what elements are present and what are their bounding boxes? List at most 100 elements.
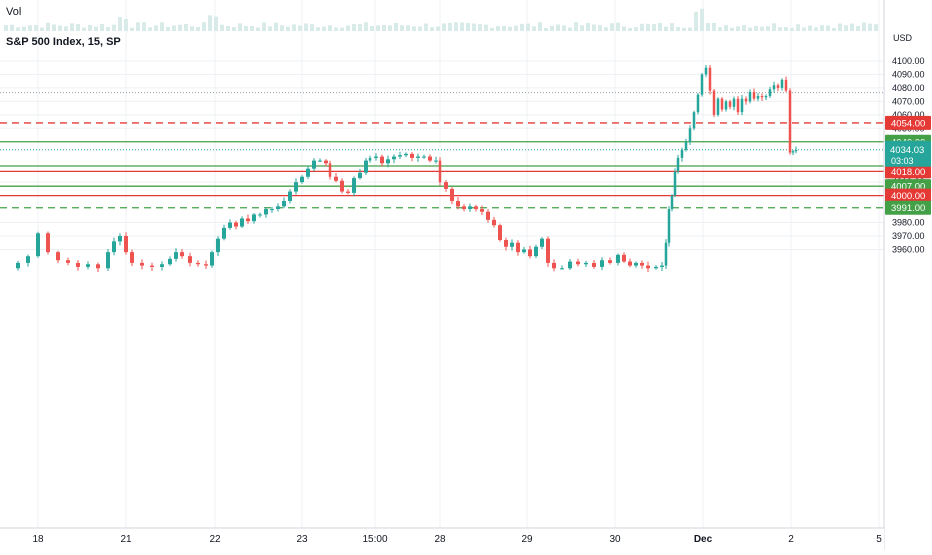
volume-bar [268, 26, 272, 31]
y-tick-label: 3980.00 [892, 218, 925, 228]
candle-body [352, 178, 356, 193]
volume-bar [430, 27, 434, 31]
candle-body [744, 98, 748, 102]
volume-bar [808, 25, 812, 31]
candle-body [592, 262, 596, 267]
candle-body [728, 101, 732, 107]
volume-bar [730, 27, 734, 31]
volume-bar [346, 25, 350, 31]
volume-bar [238, 23, 242, 31]
volume-bar [454, 22, 458, 31]
volume-bar [466, 22, 470, 31]
level-label-bg [885, 115, 931, 130]
volume-bar [448, 22, 452, 31]
candle-body [732, 98, 736, 107]
volume-bar [28, 25, 32, 31]
candle-body [124, 235, 128, 253]
volume-bar [52, 24, 56, 31]
volume-bar [676, 26, 680, 31]
candle-body [720, 98, 724, 110]
volume-bar [784, 27, 788, 31]
candle-body [522, 249, 526, 253]
level-label: 4007.00 [891, 182, 925, 193]
volume-bar [82, 27, 86, 31]
volume-bar [796, 24, 800, 31]
candle-body [764, 95, 768, 98]
volume-bar [688, 27, 692, 31]
volume-bar [550, 25, 554, 31]
x-tick-label: 15:00 [362, 534, 387, 545]
candle-body [150, 265, 154, 267]
candle-body [528, 249, 532, 257]
candle-body [462, 206, 466, 210]
candle-body [294, 182, 298, 192]
x-tick-label: 28 [434, 534, 446, 545]
candle-body [608, 260, 612, 263]
volume-bar [136, 22, 140, 31]
candle-body [716, 98, 720, 115]
volume-bar [172, 25, 176, 31]
x-tick-label: 30 [609, 534, 621, 545]
candle-body [654, 266, 658, 269]
volume-bar [610, 23, 614, 31]
volume-bar [280, 25, 284, 31]
y-tick-label: 4080.00 [892, 83, 925, 93]
volume-bar [58, 25, 62, 31]
candle-body [704, 67, 708, 75]
candle-body [264, 209, 268, 215]
volume-bar [640, 23, 644, 31]
volume-bar [88, 25, 92, 31]
candle-body [312, 160, 316, 169]
current-price-label-bg [885, 140, 931, 167]
volume-bar [412, 26, 416, 31]
candle-body [540, 238, 544, 247]
volume-bar [724, 25, 728, 31]
candle-body [188, 256, 192, 263]
candle-body [772, 85, 776, 90]
x-tick-label: 23 [296, 534, 308, 545]
candle-body [36, 233, 40, 257]
horizontal-levels [0, 122, 884, 209]
candle-body [748, 91, 752, 102]
volume-bar [22, 26, 26, 31]
volume-bar [556, 24, 560, 31]
level-label: 3991.00 [891, 203, 925, 214]
candle-body [600, 260, 604, 267]
candle-body [510, 242, 514, 247]
candle-body [306, 168, 310, 177]
volume-bar [124, 18, 128, 31]
candle-body [318, 160, 322, 162]
price-labels: 4054.004040.004022.004018.004007.004000.… [885, 115, 931, 215]
current-price-label: 4034.03 [890, 145, 924, 156]
candle-body [480, 209, 484, 212]
candle-body [776, 85, 780, 88]
volume-bar [304, 23, 308, 31]
candle-body [622, 254, 626, 262]
candle-body [240, 218, 244, 227]
volume-bar [502, 25, 506, 31]
volume-bar [76, 24, 80, 31]
x-tick-label: Dec [694, 534, 713, 545]
volume-bar [514, 25, 518, 31]
candle-body [324, 160, 328, 164]
volume-bar [220, 24, 224, 31]
candle-body [712, 90, 716, 115]
volume-bar [844, 25, 848, 31]
volume-bar [4, 25, 8, 31]
volume-bar [370, 26, 374, 31]
volume-bar [658, 22, 662, 31]
level-label: 4018.00 [891, 167, 925, 178]
volume-bar [592, 24, 596, 31]
volume-bar [34, 24, 38, 31]
volume-bar [646, 23, 650, 31]
candle-body [696, 94, 700, 113]
candle-body [444, 182, 448, 189]
candle-body [404, 153, 408, 156]
volume-bar [148, 27, 152, 31]
volume-bar [634, 27, 638, 31]
candle-body [486, 211, 490, 220]
volume-label: Vol [6, 6, 22, 18]
